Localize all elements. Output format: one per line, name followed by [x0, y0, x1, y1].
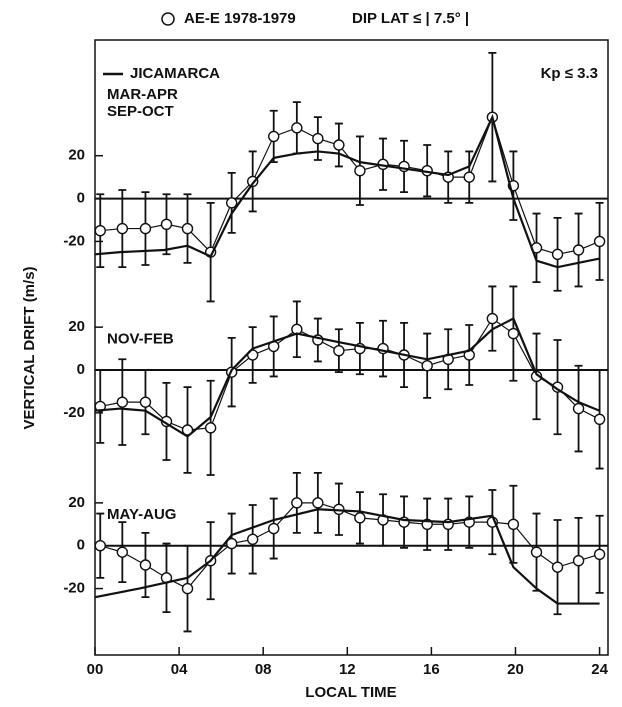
y-tick-label: 0	[77, 361, 85, 378]
data-point	[572, 555, 585, 567]
data-point	[139, 396, 152, 408]
panel-label: SEP-OCT	[107, 103, 174, 120]
x-tick-label: 16	[423, 661, 440, 678]
data-point	[507, 518, 520, 530]
x-tick-label: 20	[507, 661, 524, 678]
data-point	[225, 537, 238, 550]
plot-frame	[94, 39, 609, 656]
data-point	[354, 165, 366, 177]
data-point	[593, 235, 606, 248]
data-point	[246, 533, 259, 545]
data-point	[593, 548, 606, 560]
data-point	[530, 546, 543, 558]
data-point	[94, 540, 106, 552]
data-point	[204, 422, 217, 434]
data-point	[291, 122, 303, 134]
legend-label: JICAMARCA	[130, 65, 220, 82]
data-point	[312, 497, 324, 509]
y-tick-label: -20	[63, 580, 85, 597]
x-tick-label: 24	[591, 661, 608, 678]
x-tick-label: 00	[87, 661, 104, 678]
y-tick-label: 0	[77, 190, 85, 207]
y-tick-label: -20	[63, 404, 85, 421]
annotation: Kp ≤ 3.3	[541, 65, 598, 82]
y-tick-label: 20	[68, 147, 85, 164]
data-point	[593, 413, 606, 425]
y-tick-label: 20	[68, 318, 85, 335]
data-point	[551, 248, 564, 260]
y-tick-label: 0	[77, 537, 85, 554]
x-tick-label: 12	[339, 661, 356, 678]
panel-label: MAY-AUG	[107, 506, 176, 523]
data-point	[507, 327, 520, 340]
data-point	[572, 402, 585, 415]
data-point	[225, 197, 238, 209]
x-axis-label: LOCAL TIME	[305, 684, 396, 701]
data-line	[94, 508, 600, 605]
data-point	[551, 561, 564, 573]
data-point	[160, 218, 173, 230]
panel-label: MAR-APR	[107, 86, 178, 103]
legend-marker	[161, 12, 175, 26]
data-line	[94, 113, 600, 269]
chart-title: DIP LAT ≤ | 7.5° |	[352, 10, 469, 27]
data-point	[181, 582, 194, 595]
data-line	[94, 317, 601, 438]
data-point	[94, 225, 106, 237]
data-connector	[100, 115, 600, 255]
data-point	[421, 360, 433, 372]
data-connector	[100, 317, 600, 431]
data-point	[181, 222, 194, 235]
data-point	[354, 512, 366, 524]
data-point	[268, 130, 280, 143]
data-point	[486, 312, 499, 325]
y-tick-label: -20	[63, 232, 85, 249]
data-point	[463, 171, 475, 183]
data-point	[268, 522, 280, 535]
panel-label: NOV-FEB	[107, 330, 174, 347]
data-point	[116, 222, 129, 235]
data-point	[139, 222, 152, 235]
data-point	[333, 345, 345, 357]
data-point	[116, 546, 129, 558]
data-point	[139, 559, 152, 571]
x-tick-label: 08	[255, 661, 272, 678]
y-axis-label: VERTICAL DRIFT (m/s)	[21, 266, 38, 429]
data-point	[333, 139, 345, 151]
data-point	[312, 132, 324, 145]
y-tick-label: 20	[68, 494, 85, 511]
x-tick-label: 04	[171, 661, 188, 678]
data-point	[94, 400, 106, 413]
data-point	[291, 497, 303, 509]
data-point	[572, 244, 585, 256]
legend-label: AE-E 1978-1979	[184, 10, 296, 27]
data-point	[116, 396, 129, 408]
